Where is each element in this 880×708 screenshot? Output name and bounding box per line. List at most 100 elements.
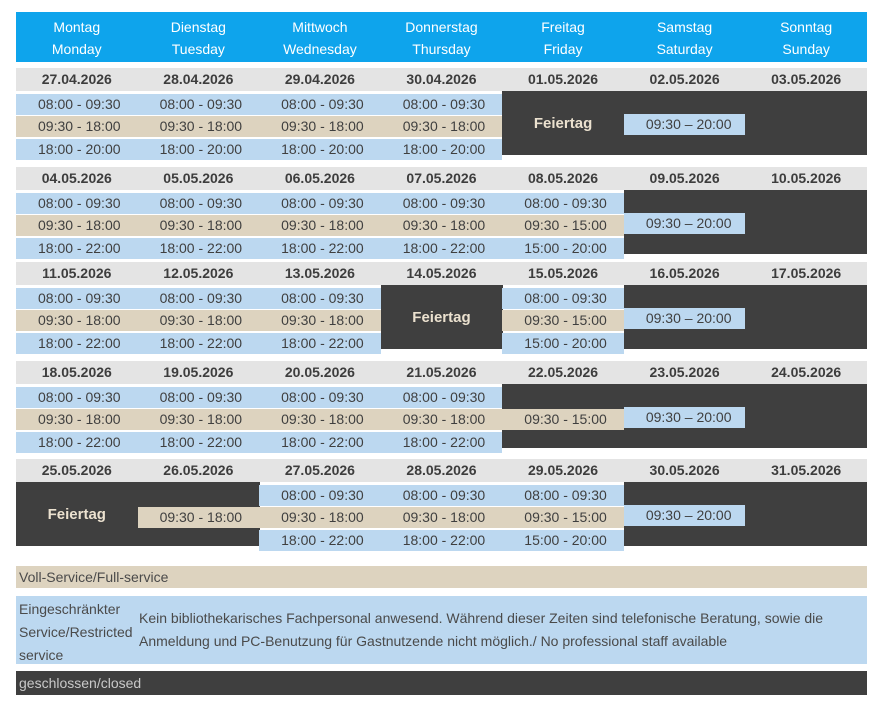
date-label: 03.05.2026 (771, 71, 842, 87)
date-label: 06.05.2026 (284, 170, 355, 186)
slot-time: 08:00 - 09:30 (38, 389, 121, 405)
full-service-slot: 09:30 - 18:00 (259, 215, 381, 236)
restricted-slot: 08:00 - 09:30 (137, 94, 260, 115)
slot-time: 18:00 - 22:00 (159, 434, 243, 450)
date-row: 18.05.2026 19.05.2026 20.05.2026 21.05.2026… (16, 361, 867, 384)
header-day-sunday: Sonntag Sunday (745, 12, 867, 62)
date-label: 28.05.2026 (406, 462, 477, 478)
slot-time: 09:30 - 18:00 (402, 411, 486, 427)
date-label: 15.05.2026 (527, 265, 599, 281)
slot-time: 08:00 - 09:30 (38, 96, 121, 112)
slot-time: 08:00 - 09:30 (402, 389, 486, 405)
date-label: 12.05.2026 (163, 265, 234, 281)
header-day-monday: Montag Monday (16, 12, 138, 62)
date-label: 20.05.2026 (284, 364, 355, 380)
closed-block (16, 482, 139, 546)
slot-time: 08:00 - 09:30 (402, 487, 486, 503)
slot-time: 18:00 - 22:00 (159, 240, 243, 256)
date-label: 09.05.2026 (649, 170, 720, 186)
restricted-slot: 09:30 – 20:00 (623, 407, 746, 428)
date-row: 04.05.2026 05.05.2026 06.05.2026 07.05.2026… (16, 167, 867, 190)
header-day-en: Friday (543, 41, 583, 57)
slot-time: 18:00 - 22:00 (38, 434, 121, 450)
restricted-slot: 18:00 - 22:00 (137, 432, 260, 453)
restricted-slot: 08:00 - 09:30 (137, 288, 260, 309)
slot-time: 09:30 - 18:00 (281, 118, 364, 134)
week-block: 18.05.2026 19.05.2026 20.05.2026 21.05.2026… (16, 361, 867, 453)
header-day-saturday: Samstag Saturday (624, 12, 746, 62)
slot-time: 09:30 - 15:00 (524, 312, 607, 328)
full-service-slot: 09:30 - 18:00 (16, 116, 138, 137)
slot-time: 09:30 - 15:00 (524, 217, 607, 233)
slot-time: 18:00 - 22:00 (281, 240, 364, 256)
restricted-slot: 09:30 – 20:00 (623, 114, 746, 135)
legend-closed: geschlossen/closed (16, 671, 867, 695)
slot-time: 18:00 - 20:00 (402, 141, 486, 157)
restricted-slot: 08:00 - 09:30 (502, 288, 624, 309)
full-service-slot: 09:30 - 15:00 (502, 215, 624, 236)
restricted-slot: 08:00 - 09:30 (16, 193, 138, 214)
full-service-slot: 09:30 - 18:00 (259, 409, 381, 430)
restricted-slot: 18:00 - 20:00 (137, 139, 260, 160)
slot-time: 08:00 - 09:30 (402, 96, 486, 112)
date-label: 08.05.2026 (527, 170, 599, 186)
restricted-slot: 09:30 – 20:00 (623, 505, 746, 526)
date-label: 04.05.2026 (41, 170, 112, 186)
header-day-en: Sunday (782, 41, 830, 57)
slot-time: 08:00 - 09:30 (281, 389, 364, 405)
closed-block (745, 190, 867, 254)
restricted-slot: 15:00 - 20:00 (502, 530, 624, 551)
full-service-slot: 09:30 - 18:00 (16, 409, 138, 430)
date-label: 30.04.2026 (406, 71, 477, 87)
date-label: 18.05.2026 (41, 364, 112, 380)
slot-time: 09:30 - 18:00 (159, 118, 243, 134)
restricted-slot: 18:00 - 22:00 (259, 238, 381, 259)
full-service-slot: 09:30 - 18:00 (16, 215, 138, 236)
full-service-slot: 09:30 - 18:00 (16, 310, 138, 331)
header-day-de: Freitag (541, 19, 585, 35)
full-service-slot: 09:30 - 18:00 (380, 507, 503, 528)
restricted-slot: 08:00 - 09:30 (16, 94, 138, 115)
slot-time: 09:30 - 18:00 (159, 312, 243, 328)
full-service-slot: 09:30 - 15:00 (502, 409, 624, 430)
date-label: 13.05.2026 (284, 265, 355, 281)
restricted-slot: 18:00 - 22:00 (380, 238, 503, 259)
date-label: 14.05.2026 (406, 265, 477, 281)
restricted-slot: 15:00 - 20:00 (502, 333, 624, 354)
restricted-slot: 09:30 – 20:00 (623, 308, 746, 329)
header-day-de: Mittwoch (292, 19, 348, 35)
slot-time: 18:00 - 22:00 (281, 335, 364, 351)
header-day-en: Saturday (656, 41, 713, 57)
header-day-de: Montag (53, 19, 101, 35)
slot-time: 09:30 - 18:00 (402, 509, 486, 525)
slot-time: 09:30 - 18:00 (38, 118, 121, 134)
slot-time: 09:30 - 18:00 (402, 118, 486, 134)
date-row: 11.05.2026 12.05.2026 13.05.2026 14.05.2026… (16, 262, 867, 285)
full-service-slot: 09:30 - 18:00 (259, 507, 381, 528)
restricted-slot: 18:00 - 22:00 (259, 432, 381, 453)
slot-time: 09:30 - 18:00 (38, 217, 121, 233)
full-service-slot: 09:30 - 18:00 (137, 409, 260, 430)
slot-time: 08:00 - 09:30 (402, 195, 486, 211)
full-service-slot: 09:30 - 18:00 (380, 409, 503, 430)
restricted-slot: 08:00 - 09:30 (259, 94, 381, 115)
slot-time: 09:30 - 18:00 (281, 312, 364, 328)
date-label: 28.04.2026 (163, 71, 234, 87)
restricted-slot: 08:00 - 09:30 (380, 485, 503, 506)
slot-time: 09:30 – 20:00 (645, 310, 732, 326)
legend-restricted-service: Eingeschränkter Service/Restricted servi… (16, 596, 867, 664)
restricted-slot: 08:00 - 09:30 (259, 288, 381, 309)
slot-time: 18:00 - 22:00 (38, 335, 121, 351)
date-label: 11.05.2026 (42, 265, 112, 281)
holiday-label: Feiertag (412, 309, 471, 326)
header-day-de: Donnerstag (405, 19, 478, 35)
restricted-slot: 08:00 - 09:30 (502, 193, 624, 214)
slot-time: 18:00 - 22:00 (159, 335, 243, 351)
slot-time: 08:00 - 09:30 (281, 195, 364, 211)
date-label: 01.05.2026 (527, 71, 599, 87)
restricted-slot: 09:30 – 20:00 (623, 213, 746, 234)
restricted-slot: 18:00 - 22:00 (259, 333, 381, 354)
closed-block (745, 482, 867, 546)
slot-time: 18:00 - 22:00 (281, 532, 364, 548)
slot-time: 09:30 - 18:00 (159, 217, 243, 233)
